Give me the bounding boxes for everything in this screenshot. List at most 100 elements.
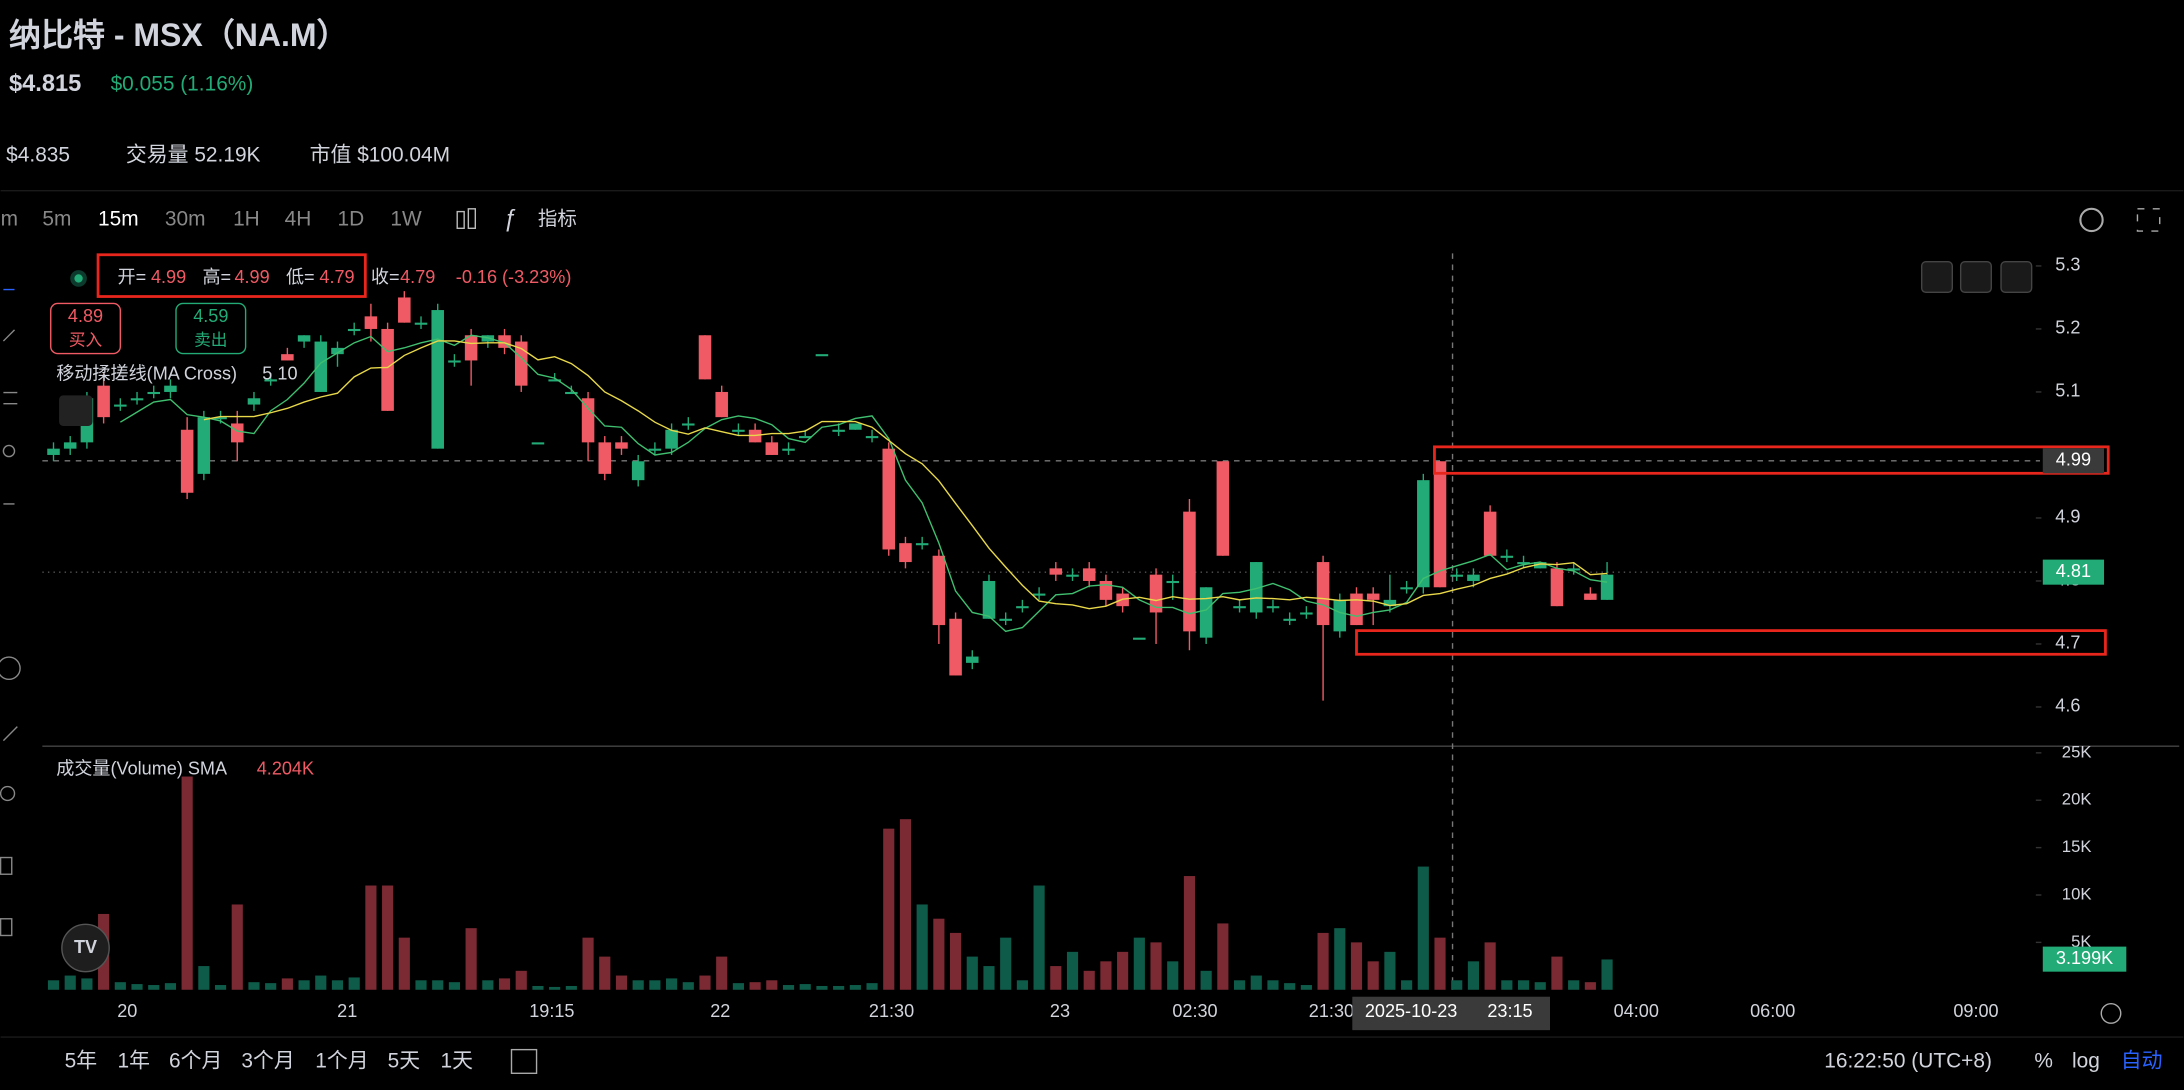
candle-body	[1049, 568, 1063, 575]
candle-body	[715, 391, 728, 418]
volume-bar	[615, 975, 628, 990]
volume-bar	[966, 956, 978, 990]
indicator-name: 移动揉搓线(MA Cross)	[56, 363, 237, 383]
sell-price[interactable]: 4.59	[193, 306, 228, 326]
volume-bar	[899, 819, 912, 990]
interval-button[interactable]: 1H	[233, 207, 260, 230]
volume-bar	[47, 980, 60, 990]
candle-body	[915, 543, 929, 546]
auto-toggle[interactable]: 自动	[2121, 1050, 2163, 1073]
tv-logo[interactable]	[61, 923, 110, 973]
candle-body	[331, 347, 344, 355]
volume-bar	[1317, 932, 1329, 990]
chart-type-icon[interactable]	[456, 208, 477, 229]
candle-body	[1567, 568, 1580, 571]
candle-body	[230, 423, 244, 443]
candle-body	[130, 398, 144, 401]
fx-icon[interactable]: ƒ	[503, 206, 516, 232]
buy-label[interactable]: 买入	[69, 330, 103, 349]
y-tick-label: 5.3	[2055, 255, 2080, 275]
calendar-icon[interactable]	[510, 1048, 538, 1074]
plot: 4.64.74.84.95.15.25.35K10K15K20K25K20211…	[42, 253, 2092, 1021]
interval-button[interactable]: 4H	[285, 207, 312, 230]
range-button[interactable]: 1年	[118, 1050, 151, 1073]
range-button[interactable]: 3个月	[241, 1050, 294, 1073]
x-tick-label: 19:15	[529, 1001, 574, 1021]
volume-bar	[632, 980, 644, 990]
interval-button[interactable]: m	[1, 207, 18, 230]
candle-body	[999, 618, 1012, 621]
range-bar: 5年 1年 6个月 3个月 1个月 5天 1天	[65, 1050, 473, 1073]
candle-body	[514, 341, 528, 386]
range-button[interactable]: 5年	[65, 1050, 98, 1073]
range-button[interactable]: 1个月	[315, 1050, 368, 1073]
fullscreen-icon[interactable]	[2136, 208, 2161, 232]
volume-bar	[415, 980, 427, 990]
volume-bar	[833, 985, 845, 990]
candle-body	[1032, 593, 1046, 596]
range-button[interactable]: 5天	[388, 1050, 421, 1073]
interval-button[interactable]: 1D	[337, 207, 364, 230]
candle-body	[1149, 574, 1163, 613]
candle-body	[581, 398, 595, 443]
volume-tick-label: 5K	[2071, 932, 2091, 951]
percent-toggle[interactable]: %	[2034, 1050, 2053, 1073]
interval-button[interactable]: 1W	[390, 207, 422, 230]
volume-bar	[1551, 956, 1563, 990]
legend-label: 收=	[371, 267, 400, 287]
pane-buttons[interactable]	[1920, 261, 2033, 294]
sell-label[interactable]: 卖出	[194, 330, 227, 349]
candle-body	[782, 448, 795, 451]
candle-body	[815, 354, 829, 357]
interval-button[interactable]: 5m	[42, 207, 71, 230]
buy-button[interactable]	[50, 302, 122, 355]
candle-body	[1366, 593, 1380, 600]
volume-bar	[181, 776, 193, 990]
log-toggle[interactable]: log	[2072, 1050, 2100, 1073]
range-button[interactable]: 6个月	[169, 1050, 222, 1073]
sell-button[interactable]	[175, 302, 247, 355]
axis-settings[interactable]	[2100, 1002, 2122, 1024]
candle-body	[1383, 599, 1397, 607]
volume-bar	[849, 985, 861, 990]
legend-value: 4.99	[151, 267, 186, 287]
candle-body	[565, 391, 578, 395]
volume-bar	[131, 984, 143, 990]
interval-button[interactable]: 30m	[165, 207, 206, 230]
stat: 市值 $100.04M	[310, 143, 450, 166]
volume-bar	[716, 956, 728, 990]
candle-body	[798, 436, 812, 439]
volume-bar	[1200, 970, 1212, 990]
candle-body	[1250, 562, 1263, 613]
volume-bar	[1233, 980, 1246, 990]
indicators-button[interactable]: 指标	[538, 208, 577, 230]
volume-bar	[1417, 866, 1429, 990]
volume-bar	[1250, 975, 1262, 990]
volume-bar	[1050, 966, 1062, 990]
volume-bar	[1601, 959, 1613, 990]
price-tag	[2042, 448, 2105, 474]
volume-tick-label: 10K	[2062, 884, 2092, 903]
candle-body	[180, 429, 194, 493]
candle-body	[865, 436, 879, 439]
candle-body	[297, 335, 311, 342]
highlight-box	[96, 253, 367, 298]
volume-bar	[599, 956, 611, 990]
volume-bar	[465, 928, 477, 990]
stat: $4.835	[6, 143, 70, 166]
candle-body	[264, 379, 277, 382]
range-button[interactable]: 1天	[441, 1050, 474, 1073]
legend-value: 4.79	[400, 267, 435, 287]
volume-bar	[81, 978, 93, 990]
candle-body	[949, 618, 962, 676]
interval-button[interactable]: 15m	[98, 207, 139, 230]
indicator-params: 5 10	[262, 363, 297, 383]
candle-body	[1133, 637, 1146, 640]
buy-price[interactable]: 4.89	[68, 306, 103, 326]
volume-bar	[1367, 961, 1379, 990]
crosshair-time: 23:15	[1487, 1001, 1532, 1021]
collapse-button[interactable]	[59, 395, 93, 426]
settings-icon[interactable]	[2079, 207, 2104, 233]
volume-bar	[298, 980, 310, 990]
